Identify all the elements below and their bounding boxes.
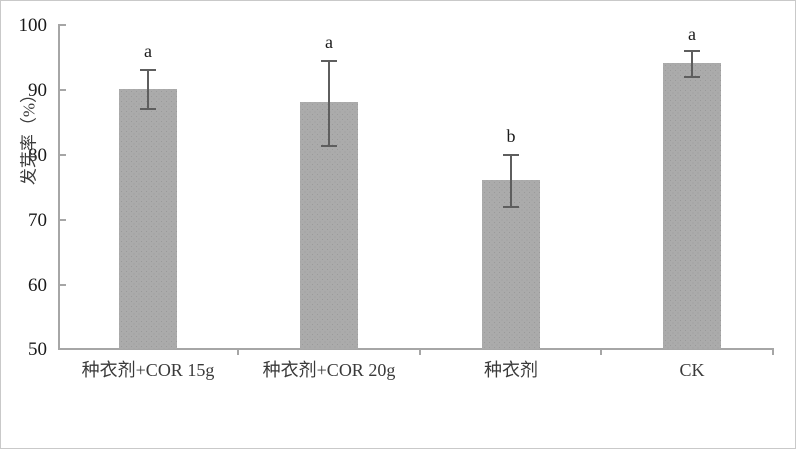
bar-series-4 (663, 63, 721, 349)
error-cap-lower-2 (321, 145, 337, 147)
y-tick-label-90: 90 (28, 80, 47, 101)
y-tick-label-80: 80 (28, 145, 47, 166)
error-cap-upper-3 (503, 154, 519, 156)
x-tick-4 (772, 348, 774, 355)
x-axis-line (58, 348, 774, 350)
x-category-label-2: 种衣剂+COR 20g (262, 360, 396, 380)
error-bar-4 (691, 50, 693, 76)
y-tick-100 (58, 24, 66, 26)
y-tick-label-50: 50 (28, 339, 47, 360)
y-tick-80 (58, 154, 66, 156)
error-cap-lower-4 (684, 76, 700, 78)
y-axis-line (58, 24, 60, 350)
significance-label-1: a (144, 41, 152, 61)
x-category-label-4: CK (679, 360, 705, 380)
error-cap-upper-2 (321, 60, 337, 62)
y-axis-title: 发芽率（%） (19, 85, 39, 186)
error-cap-upper-4 (684, 50, 700, 52)
significance-label-3: b (506, 126, 516, 146)
y-tick-70 (58, 219, 66, 221)
significance-label-2: a (325, 32, 333, 52)
bar-series-1 (119, 89, 177, 349)
y-tick-label-70: 70 (28, 210, 47, 231)
error-cap-upper-1 (140, 69, 156, 71)
error-cap-lower-3 (503, 206, 519, 208)
y-tick-60 (58, 284, 66, 286)
bar-series-3 (482, 180, 540, 349)
error-bar-2 (328, 60, 330, 145)
error-bar-1 (147, 69, 149, 108)
y-tick-label-100: 100 (18, 15, 48, 36)
bar-series-2 (300, 102, 358, 349)
error-bar-3 (510, 154, 512, 206)
x-tick-1 (237, 348, 239, 355)
x-category-label-1: 种衣剂+COR 15g (81, 360, 215, 380)
significance-label-4: a (688, 24, 696, 44)
y-tick-90 (58, 89, 66, 91)
error-cap-lower-1 (140, 108, 156, 110)
x-tick-2 (419, 348, 421, 355)
y-tick-label-60: 60 (28, 275, 47, 296)
x-category-label-3: 种衣剂 (484, 360, 538, 380)
x-tick-3 (600, 348, 602, 355)
y-tick-50 (58, 348, 66, 350)
